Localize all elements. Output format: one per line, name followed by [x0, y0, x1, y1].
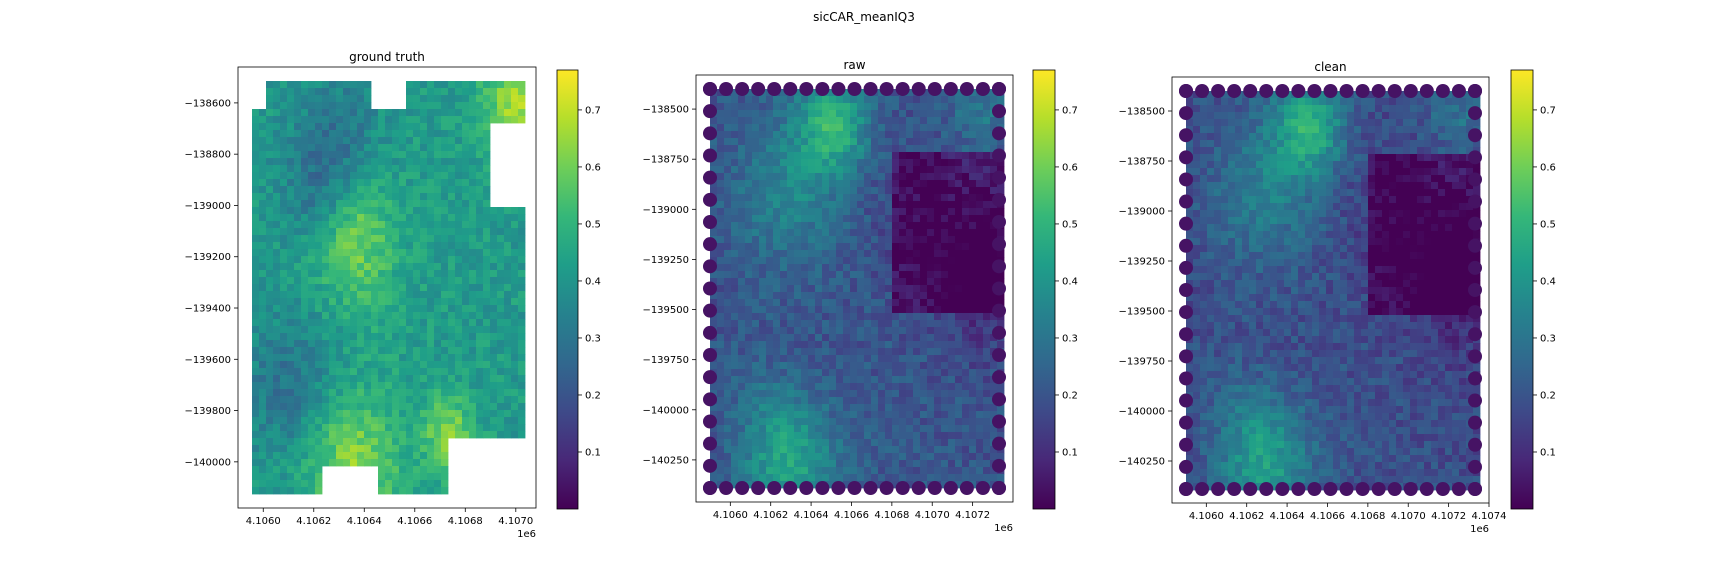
y-tick-label: −138500 — [1118, 107, 1165, 118]
y-tick-label: −139800 — [184, 406, 231, 417]
x-tick-label: 4.1060 — [1189, 511, 1224, 522]
y-tick-label: −140000 — [184, 457, 231, 468]
colorbar-tick-label: 0.3 — [585, 333, 601, 344]
y-tick-label: −139000 — [642, 205, 689, 216]
x-tick-label: 4.1070 — [915, 510, 950, 521]
axes-frame — [1171, 76, 1490, 504]
y-tick-label: −139250 — [642, 255, 689, 266]
x-tick-label: 4.1072 — [1431, 511, 1466, 522]
subplot-title: ground truth — [349, 50, 425, 64]
x-tick-label: 4.1060 — [713, 510, 748, 521]
y-tick-label: −139500 — [1118, 307, 1165, 318]
x-tick-label: 4.1066 — [397, 516, 432, 527]
x-tick-label: 4.1062 — [753, 510, 788, 521]
colorbar-tick-label: 0.2 — [1540, 390, 1556, 401]
x-tick-label: 4.1064 — [794, 510, 829, 521]
x-tick-label: 4.1070 — [498, 516, 533, 527]
colorbar-tick-label: 0.4 — [585, 276, 601, 287]
y-tick-label: −139000 — [184, 201, 231, 212]
heatmap-field — [1179, 84, 1482, 496]
y-tick-label: −138500 — [642, 105, 689, 116]
subplot-3: clean 4.1060 4.1062 4.1064 4.1066 4.1068 4.107… — [1118, 60, 1555, 535]
x-offset-label: 1e6 — [1470, 524, 1489, 535]
axes-frame — [695, 74, 1014, 503]
x-tick-label: 4.1062 — [1229, 511, 1264, 522]
colorbar-tick-label: 0.3 — [1062, 333, 1078, 344]
y-tick-label: −139750 — [1118, 357, 1165, 368]
x-tick-label: 4.1068 — [874, 510, 909, 521]
colorbar-tick-label: 0.1 — [585, 447, 601, 458]
y-tick-label: −140250 — [1118, 457, 1165, 468]
subplot-title: raw — [843, 58, 865, 72]
colorbar-tick-label: 0.3 — [1540, 333, 1556, 344]
heatmap-field — [703, 82, 1006, 495]
colorbar-gradient — [556, 69, 579, 510]
colorbar: 0.1 0.2 0.3 0.4 0.5 0.6 0.7 — [1032, 69, 1078, 510]
heatmap-field — [252, 81, 526, 495]
colorbar-tick-label: 0.7 — [1540, 105, 1556, 116]
y-tick-label: −138750 — [1118, 157, 1165, 168]
colorbar-tick-label: 0.6 — [585, 162, 601, 173]
colorbar-tick-label: 0.5 — [1062, 219, 1078, 230]
x-tick-label: 4.1066 — [834, 510, 869, 521]
subplot-2: raw 4.1060 4.1062 4.1064 4.1066 4.1068 4.1070 4… — [642, 58, 1077, 534]
colorbar-tick-label: 0.5 — [1540, 219, 1556, 230]
colorbar-tick-label: 0.1 — [1062, 447, 1078, 458]
y-tick-label: −138600 — [184, 98, 231, 109]
x-tick-label: 4.1062 — [296, 516, 331, 527]
y-tick-label: −139400 — [184, 304, 231, 315]
x-tick-label: 4.1068 — [448, 516, 483, 527]
colorbar-tick-label: 0.2 — [585, 390, 601, 401]
x-tick-label: 4.1060 — [246, 516, 281, 527]
colorbar-tick-label: 0.6 — [1540, 162, 1556, 173]
colorbar-tick-label: 0.5 — [585, 219, 601, 230]
y-tick-label: −139500 — [642, 305, 689, 316]
colorbar-tick-label: 0.4 — [1540, 276, 1556, 287]
subplot-1: ground truth 4.1060 4.1062 4.1064 4.1066 4.10… — [184, 50, 600, 540]
axes-frame — [237, 66, 537, 509]
colorbar: 0.1 0.2 0.3 0.4 0.5 0.6 0.7 — [1510, 69, 1556, 510]
x-tick-label: 4.1074 — [1472, 511, 1507, 522]
y-tick-label: −140000 — [1118, 407, 1165, 418]
y-tick-label: −139200 — [184, 252, 231, 263]
x-tick-label: 4.1068 — [1350, 511, 1385, 522]
colorbar-tick-label: 0.1 — [1540, 447, 1556, 458]
colorbar-gradient — [1032, 69, 1056, 510]
colorbar: 0.1 0.2 0.3 0.4 0.5 0.6 0.7 — [556, 69, 601, 510]
y-tick-label: −138750 — [642, 155, 689, 166]
figure-title: sicCAR_meanIQ3 — [813, 10, 915, 24]
colorbar-tick-label: 0.4 — [1062, 276, 1078, 287]
y-tick-label: −138800 — [184, 150, 231, 161]
y-tick-label: −139750 — [642, 355, 689, 366]
x-tick-label: 4.1070 — [1391, 511, 1426, 522]
y-tick-label: −140000 — [642, 405, 689, 416]
colorbar-tick-label: 0.2 — [1062, 390, 1078, 401]
x-tick-label: 4.1066 — [1310, 511, 1345, 522]
colorbar-tick-label: 0.7 — [1062, 105, 1078, 116]
y-tick-label: −139600 — [184, 355, 231, 366]
y-tick-label: −139000 — [1118, 207, 1165, 218]
x-tick-label: 4.1064 — [347, 516, 382, 527]
subplot-title: clean — [1314, 60, 1346, 74]
x-tick-label: 4.1064 — [1270, 511, 1305, 522]
x-offset-label: 1e6 — [994, 523, 1013, 534]
x-offset-label: 1e6 — [517, 529, 536, 540]
y-tick-label: −139250 — [1118, 257, 1165, 268]
colorbar-gradient — [1510, 69, 1534, 510]
colorbar-tick-label: 0.6 — [1062, 162, 1078, 173]
x-tick-label: 4.1072 — [955, 510, 990, 521]
y-tick-label: −140250 — [642, 455, 689, 466]
colorbar-tick-label: 0.7 — [585, 105, 601, 116]
